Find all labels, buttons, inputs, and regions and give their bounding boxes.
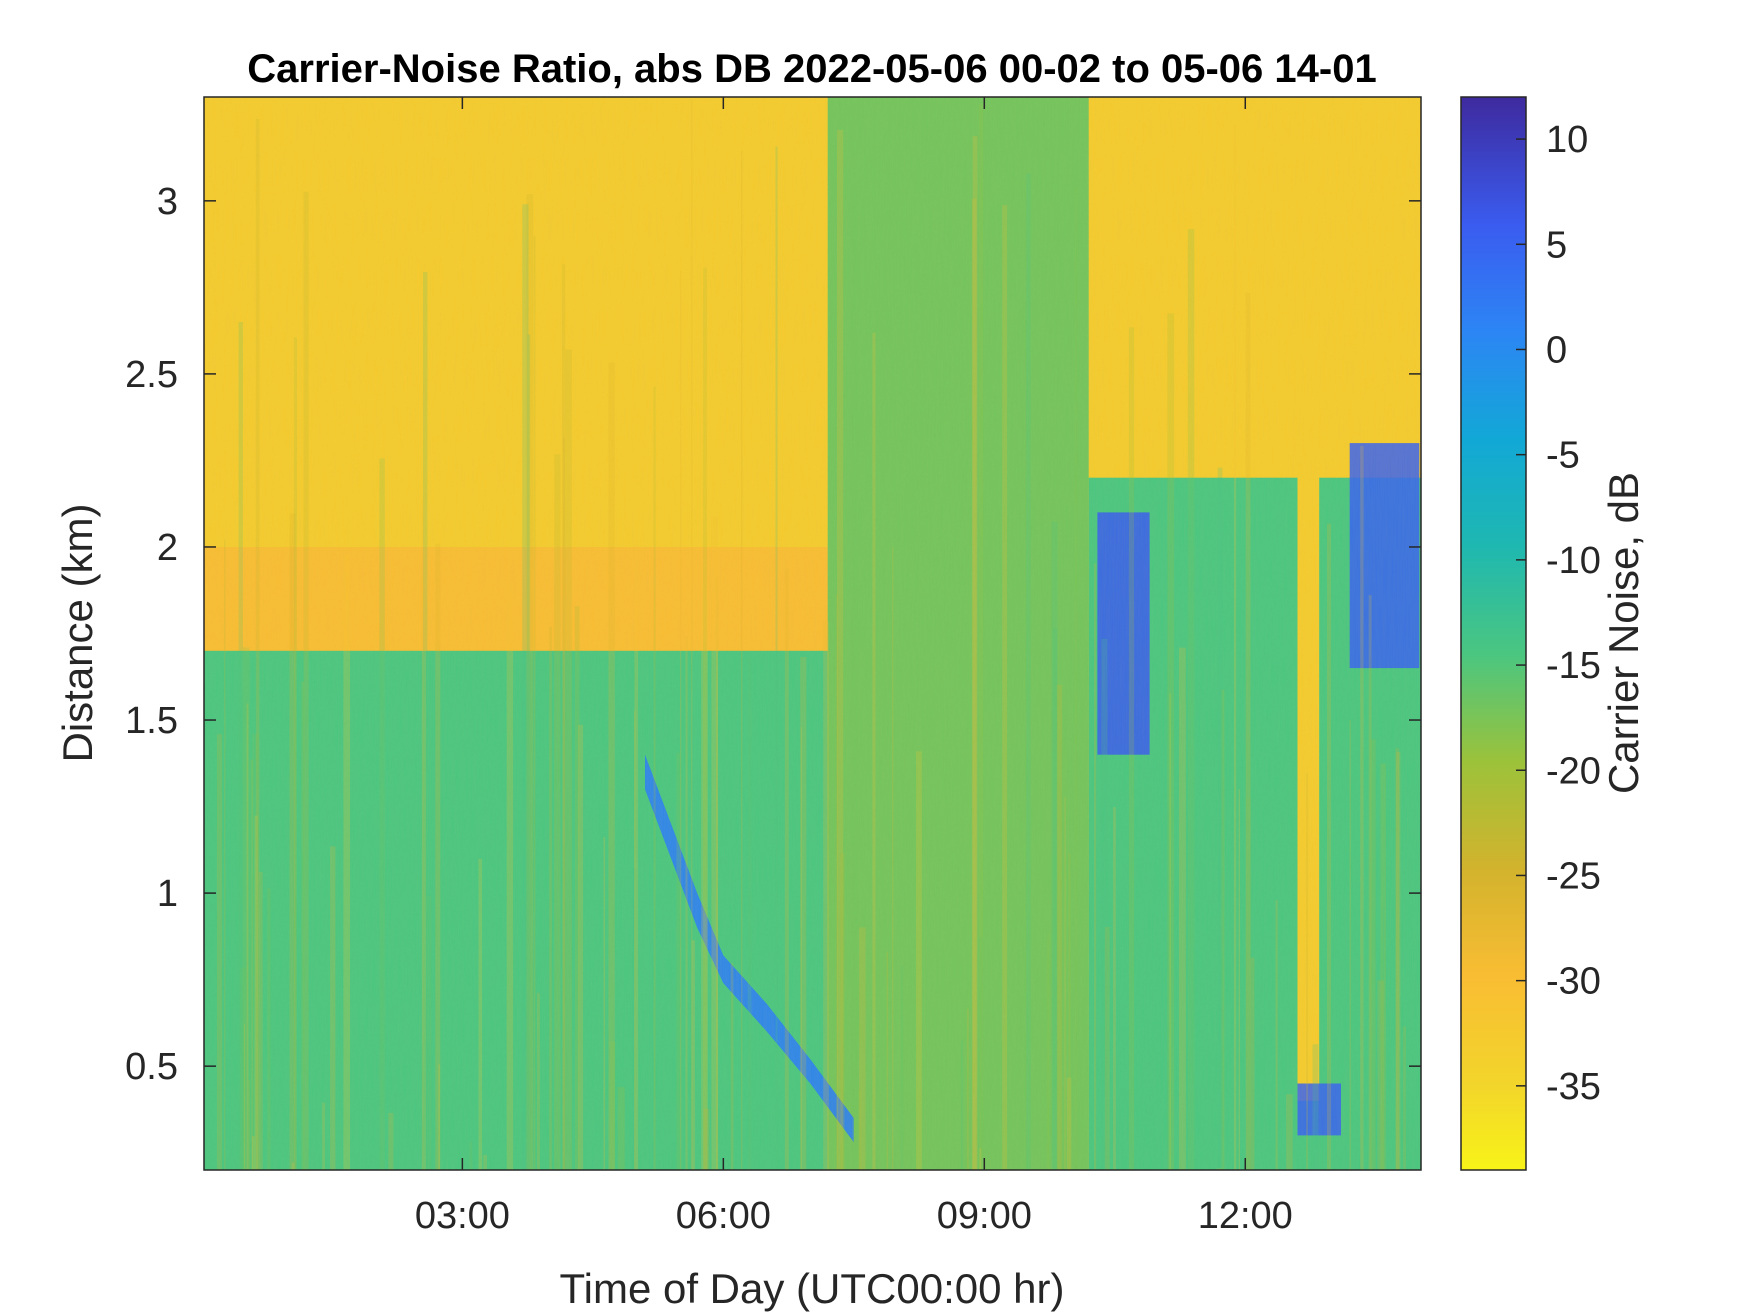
x-tick-label: 12:00 bbox=[1198, 1195, 1293, 1237]
y-tick-label: 2.5 bbox=[125, 354, 178, 396]
y-tick-label: 2 bbox=[157, 527, 178, 569]
colorbar-tick-label: -15 bbox=[1546, 645, 1601, 687]
x-tick-label: 09:00 bbox=[937, 1195, 1032, 1237]
colorbar-tick-label: -5 bbox=[1546, 435, 1580, 477]
colorbar-tick-label: 0 bbox=[1546, 329, 1567, 371]
colorbar-tick-label: -20 bbox=[1546, 750, 1601, 792]
colorbar-tick-label: -10 bbox=[1546, 540, 1601, 582]
heatmap-plot-area bbox=[204, 97, 1421, 1170]
x-axis-label: Time of Day (UTC00:00 hr) bbox=[560, 1265, 1065, 1312]
y-tick-label: 1 bbox=[157, 873, 178, 915]
colorbar-tick-label: 5 bbox=[1546, 224, 1567, 266]
colorbar-label: Carrier Noise, dB bbox=[1600, 472, 1647, 794]
colorbar-ticks: 10 5 0 -5 -10 -15 -20 -25 -30 -35 bbox=[1516, 119, 1601, 1108]
x-tick-label: 06:00 bbox=[676, 1195, 771, 1237]
y-tick-label: 0.5 bbox=[125, 1046, 178, 1088]
colorbar-tick-label: -35 bbox=[1546, 1066, 1601, 1108]
y-tick-label: 3 bbox=[157, 181, 178, 223]
plot-frame bbox=[203, 96, 1422, 1171]
y-tick-label: 1.5 bbox=[125, 700, 178, 742]
y-axis-ticks: 0.5 1 1.5 2 2.5 3 bbox=[125, 181, 1421, 1088]
y-axis-label: Distance (km) bbox=[54, 503, 101, 762]
colorbar-tick-label: 10 bbox=[1546, 119, 1588, 161]
colorbar-tick-label: -30 bbox=[1546, 961, 1601, 1003]
x-axis-ticks: 03:00 06:00 09:00 12:00 bbox=[415, 97, 1293, 1237]
colorbar-tick-label: -25 bbox=[1546, 855, 1601, 897]
chart-title: Carrier-Noise Ratio, abs DB 2022-05-06 0… bbox=[247, 47, 1376, 91]
heatmap-grain bbox=[204, 97, 1421, 1170]
colorbar bbox=[1460, 96, 1527, 1171]
x-tick-label: 03:00 bbox=[415, 1195, 510, 1237]
